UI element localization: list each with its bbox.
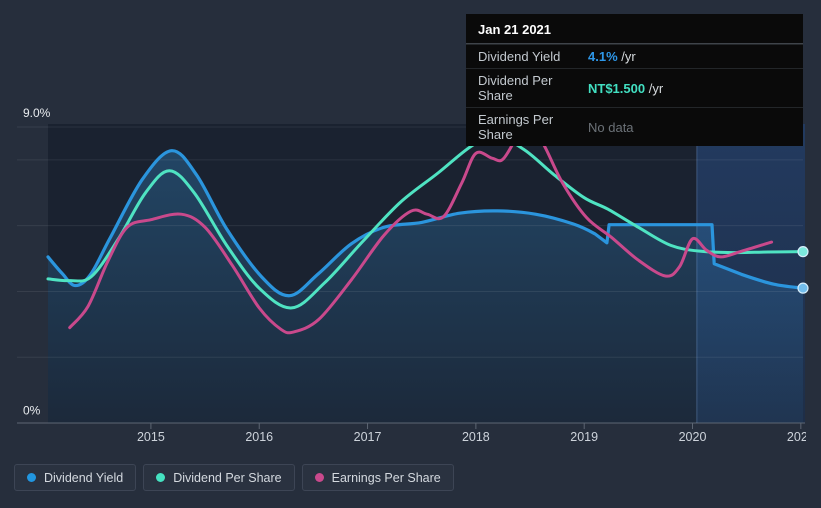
dividend-per-share-dot-icon: [156, 473, 166, 482]
tooltip-value: No data: [588, 119, 634, 135]
series-line-dividend-per-share: [46, 134, 805, 310]
x-tick-label: 2020: [679, 430, 707, 444]
y-axis-label: 0%: [23, 404, 41, 418]
legend-label: Dividend Per Share: [173, 470, 282, 485]
tooltip-row-dividend-yield: Dividend Yield 4.1% /yr: [466, 44, 803, 68]
legend-item-dividend-yield[interactable]: Dividend Yield: [14, 464, 137, 491]
dividend-yield-area: [48, 150, 803, 423]
earnings-per-share-dot-icon: [314, 473, 324, 482]
legend-label: Earnings Per Share: [331, 470, 441, 485]
chart-legend: Dividend Yield Dividend Per Share Earnin…: [14, 464, 454, 491]
tooltip-date: Jan 21 2021: [466, 14, 803, 44]
x-tick-label: 2021: [787, 430, 815, 444]
tooltip-label: Dividend Per Share: [478, 73, 553, 103]
x-tick-label: 2017: [354, 430, 382, 444]
end-marker-dividend-per-share: [797, 246, 809, 258]
legend-item-earnings-per-share[interactable]: Earnings Per Share: [301, 464, 454, 491]
x-tick-label: 2018: [462, 430, 490, 444]
end-marker-dividend-yield: [797, 282, 809, 294]
tooltip-row-dividend-per-share: Dividend Per Share NT$1.500 /yr: [466, 68, 803, 107]
tooltip-unit: /yr: [645, 80, 664, 96]
legend-label: Dividend Yield: [44, 470, 124, 485]
tooltip-label: Earnings Per Share: [478, 112, 554, 142]
x-tick-label: 2016: [245, 430, 273, 444]
dividend-yield-dot-icon: [27, 473, 36, 482]
tooltip-label: Dividend Yield: [478, 49, 561, 64]
series-line-dividend-yield: [46, 149, 805, 298]
x-tick-label: 2019: [570, 430, 598, 444]
legend-item-dividend-per-share[interactable]: Dividend Per Share: [143, 464, 295, 491]
series-line-earnings-per-share: [68, 122, 774, 335]
tooltip-value: NT$1.500: [588, 80, 646, 96]
tooltip-value: 4.1%: [588, 49, 618, 64]
x-tick-label: 2015: [137, 430, 165, 444]
tooltip-unit: /yr: [617, 49, 636, 64]
y-axis-label: 9.0%: [23, 106, 51, 120]
tooltip-row-earnings-per-share: Earnings Per Share No data: [466, 107, 803, 146]
chart-tooltip: Jan 21 2021 Dividend Yield 4.1% /yr Divi…: [466, 14, 803, 146]
